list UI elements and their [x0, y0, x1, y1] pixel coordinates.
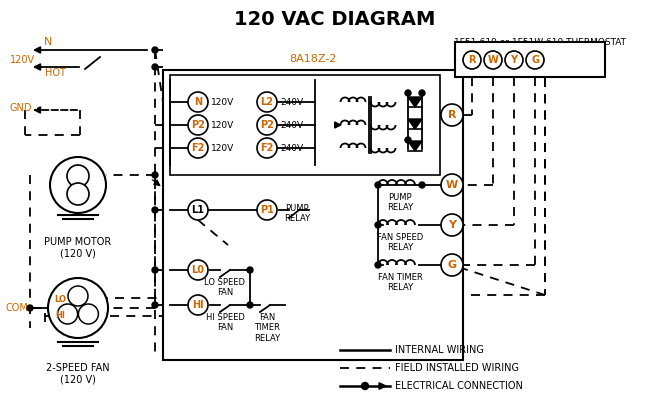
- Text: GND: GND: [10, 103, 33, 113]
- Circle shape: [419, 182, 425, 188]
- Polygon shape: [408, 97, 422, 107]
- Text: 120V: 120V: [10, 55, 35, 65]
- Text: PUMP
RELAY: PUMP RELAY: [284, 204, 310, 223]
- Text: P2: P2: [191, 120, 205, 130]
- Text: G: G: [531, 55, 539, 65]
- Circle shape: [152, 47, 158, 53]
- Text: 240V: 240V: [280, 143, 303, 153]
- Circle shape: [188, 138, 208, 158]
- Polygon shape: [408, 119, 422, 129]
- Text: PUMP
RELAY: PUMP RELAY: [387, 193, 413, 212]
- Text: N: N: [194, 97, 202, 107]
- Circle shape: [441, 104, 463, 126]
- Text: FAN SPEED
RELAY: FAN SPEED RELAY: [377, 233, 423, 252]
- Circle shape: [48, 278, 108, 338]
- Text: 1F51-619 or 1F51W-619 THERMOSTAT: 1F51-619 or 1F51W-619 THERMOSTAT: [454, 38, 626, 47]
- Text: L1: L1: [192, 205, 204, 215]
- Text: HOT: HOT: [45, 68, 66, 78]
- Circle shape: [441, 214, 463, 236]
- Circle shape: [362, 383, 368, 390]
- Text: LO SPEED
FAN: LO SPEED FAN: [204, 278, 245, 297]
- Circle shape: [188, 92, 208, 112]
- Text: 120V: 120V: [211, 98, 234, 106]
- Text: R: R: [468, 55, 476, 65]
- Circle shape: [257, 92, 277, 112]
- Text: 240V: 240V: [280, 98, 303, 106]
- Circle shape: [188, 260, 208, 280]
- Circle shape: [152, 302, 158, 308]
- Text: PUMP MOTOR
(120 V): PUMP MOTOR (120 V): [44, 237, 112, 259]
- Circle shape: [484, 51, 502, 69]
- Circle shape: [67, 183, 89, 205]
- Circle shape: [27, 305, 33, 311]
- Text: HI: HI: [55, 311, 65, 321]
- Text: Y: Y: [511, 55, 517, 65]
- Text: 120 VAC DIAGRAM: 120 VAC DIAGRAM: [234, 10, 436, 29]
- Text: L2: L2: [261, 97, 273, 107]
- Circle shape: [526, 51, 544, 69]
- Circle shape: [152, 267, 158, 273]
- Circle shape: [441, 174, 463, 196]
- Text: FAN
TIMER
RELAY: FAN TIMER RELAY: [254, 313, 280, 343]
- Circle shape: [247, 267, 253, 273]
- Circle shape: [67, 165, 89, 187]
- Circle shape: [247, 302, 253, 308]
- Circle shape: [58, 304, 78, 324]
- Text: W: W: [488, 55, 498, 65]
- Bar: [455, 42, 605, 77]
- Text: 2-SPEED FAN
(120 V): 2-SPEED FAN (120 V): [46, 363, 110, 385]
- Text: 120V: 120V: [211, 121, 234, 129]
- Circle shape: [441, 254, 463, 276]
- Circle shape: [257, 138, 277, 158]
- Text: 120V: 120V: [211, 143, 234, 153]
- Text: FIELD INSTALLED WIRING: FIELD INSTALLED WIRING: [395, 363, 519, 373]
- Circle shape: [188, 295, 208, 315]
- Circle shape: [152, 64, 158, 70]
- Text: P1: P1: [260, 205, 274, 215]
- Circle shape: [152, 207, 158, 213]
- Circle shape: [505, 51, 523, 69]
- Circle shape: [257, 115, 277, 135]
- Circle shape: [405, 90, 411, 96]
- Text: HI: HI: [192, 300, 204, 310]
- Text: R: R: [448, 110, 456, 120]
- Text: G: G: [448, 260, 456, 270]
- Text: L0: L0: [192, 265, 204, 275]
- Circle shape: [405, 137, 411, 143]
- Circle shape: [375, 222, 381, 228]
- Text: HI SPEED
FAN: HI SPEED FAN: [206, 313, 245, 332]
- Bar: [163, 70, 463, 360]
- Text: F2: F2: [261, 143, 273, 153]
- Bar: [170, 75, 440, 175]
- Text: Y: Y: [448, 220, 456, 230]
- Circle shape: [50, 157, 106, 213]
- Text: 8A18Z-2: 8A18Z-2: [289, 54, 337, 64]
- Text: P2: P2: [260, 120, 274, 130]
- Circle shape: [188, 115, 208, 135]
- Text: FAN TIMER
RELAY: FAN TIMER RELAY: [378, 273, 422, 292]
- Circle shape: [375, 262, 381, 268]
- Polygon shape: [408, 141, 422, 151]
- Text: ELECTRICAL CONNECTION: ELECTRICAL CONNECTION: [395, 381, 523, 391]
- Text: LO: LO: [54, 295, 66, 305]
- Text: F2: F2: [192, 143, 205, 153]
- Text: W: W: [446, 180, 458, 190]
- Circle shape: [188, 200, 208, 220]
- Circle shape: [78, 304, 98, 324]
- Circle shape: [257, 200, 277, 220]
- Circle shape: [419, 90, 425, 96]
- Circle shape: [463, 51, 481, 69]
- Text: COM: COM: [5, 303, 28, 313]
- Text: N: N: [44, 37, 52, 47]
- Circle shape: [68, 286, 88, 306]
- Circle shape: [152, 172, 158, 178]
- Text: INTERNAL WIRING: INTERNAL WIRING: [395, 345, 484, 355]
- Circle shape: [375, 182, 381, 188]
- Text: 240V: 240V: [280, 121, 303, 129]
